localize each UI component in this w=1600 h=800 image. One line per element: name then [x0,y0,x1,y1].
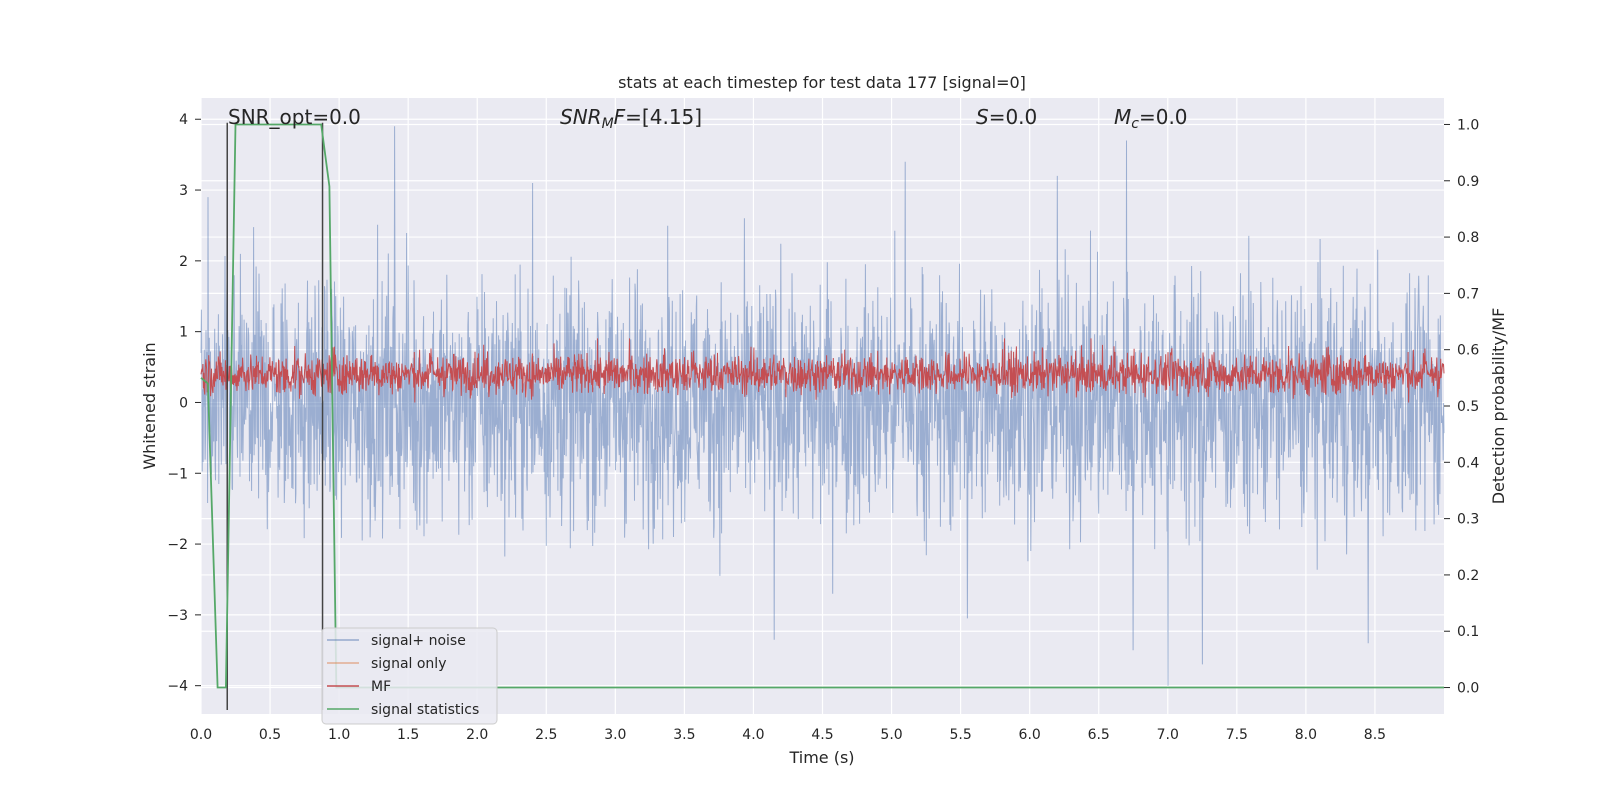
annotation-s: S=0.0 [976,105,1037,129]
x-tick-label-14: 7.0 [1157,727,1179,743]
y-ticks: −4 −3 −2 −1 0 1 2 3 4 [167,112,201,695]
y2-axis-label: Detection probability/MF [1489,308,1508,505]
y-tick-label-6: 2 [179,254,188,270]
x-tick-label-11: 5.5 [949,727,971,743]
x-tick-label-2: 1.0 [328,727,350,743]
y-tick-label-0: −4 [167,679,188,695]
line-mf [200,338,1445,403]
series-signal-noise [200,126,1445,686]
annotations: SNR_opt=0.0 SNRMF=[4.15] S=0.0 Mc=0.0 [228,105,1188,132]
y2-tick-label-6: 0.6 [1457,343,1479,359]
y-tick-label-2: −2 [167,537,188,553]
x-tick-label-9: 4.5 [811,727,833,743]
y-tick-label-3: −1 [167,466,188,482]
y2-tick-label-8: 0.8 [1457,230,1479,246]
y2-tick-label-3: 0.3 [1457,512,1479,528]
x-tick-label-0: 0.0 [190,727,212,743]
annotation-mc: Mc=0.0 [1114,105,1188,132]
line-signal-noise [200,126,1445,686]
x-axis-label: Time (s) [788,748,854,767]
x-tick-label-15: 7.5 [1226,727,1248,743]
x-tick-label-10: 5.0 [880,727,902,743]
legend-box [321,627,498,725]
legend-label-signal-only: signal only [371,656,446,672]
x-tick-label-8: 4.0 [742,727,764,743]
y2-tick-label-7: 0.7 [1457,286,1479,302]
y-tick-label-7: 3 [179,183,188,199]
legend-label-signal-statistics: signal statistics [371,702,479,718]
y-axis-label: Whitened strain [140,342,159,469]
y2-tick-label-5: 0.5 [1457,399,1479,415]
y-tick-label-5: 1 [179,325,188,341]
x-ticks: 0.0 0.5 1.0 1.5 2.0 2.5 3.0 3.5 4.0 4.5 5.0 5.5 6.0 6… [190,727,1386,743]
x-tick-label-7: 3.5 [673,727,695,743]
y2-tick-label-1: 0.1 [1457,624,1479,640]
legend: signal+ noise signal only MF signal stat… [321,627,498,725]
y2-tick-label-0: 0.0 [1457,681,1479,697]
annotation-snr-opt: SNR_opt=0.0 [228,105,361,129]
x-tick-label-3: 1.5 [397,727,419,743]
y2-tick-label-2: 0.2 [1457,568,1479,584]
y2-tick-label-10: 1.0 [1457,117,1479,133]
y2-tick-label-4: 0.4 [1457,455,1479,471]
chart-title: stats at each timestep for test data 177… [618,73,1026,92]
y-tick-label-4: 0 [179,395,188,411]
y2-tick-label-9: 0.9 [1457,174,1479,190]
x-tick-label-5: 2.5 [535,727,557,743]
legend-label-mf: MF [371,679,391,695]
x-tick-label-4: 2.0 [466,727,488,743]
y-tick-label-8: 4 [179,112,188,128]
x-tick-label-12: 6.0 [1019,727,1041,743]
annotation-snr-mf: SNRMF=[4.15] [560,105,702,132]
x-tick-label-16: 8.0 [1295,727,1317,743]
y-tick-label-1: −3 [167,608,188,624]
series-mf [200,338,1445,403]
y2-ticks: 0.0 0.1 0.2 0.3 0.4 0.5 0.6 0.7 0.8 0.9 1.0 [1444,117,1479,697]
x-tick-label-6: 3.0 [604,727,626,743]
legend-label-signal-noise: signal+ noise [371,633,466,649]
x-tick-label-17: 8.5 [1364,727,1386,743]
x-tick-label-1: 0.5 [259,727,281,743]
x-tick-label-13: 6.5 [1088,727,1110,743]
